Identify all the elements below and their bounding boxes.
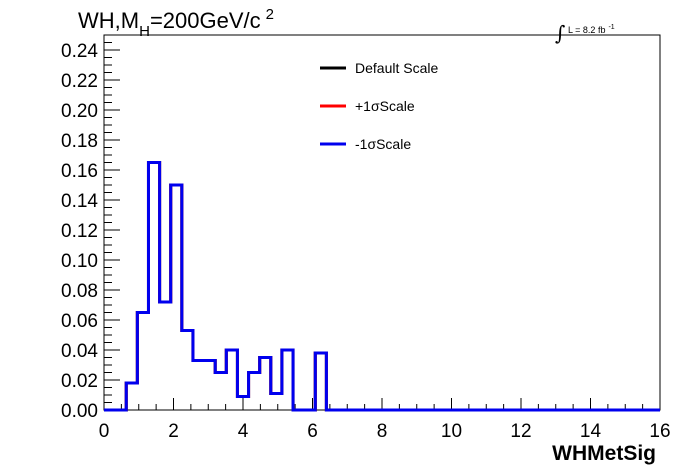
x-tick-label: 8 [377,421,388,442]
lumi-superscript: -1 [608,24,614,31]
y-tick-label: 0.24 [61,41,98,62]
y-tick-label: 0.14 [61,191,98,212]
title-rest: =200GeV/c [150,8,261,33]
x-axis-label: WHMetSig [552,442,656,465]
axes: 0 2 4 6 8 10 12 14 16 0.00 0.02 0.04 0.06 0.08 0.10 0.1… [61,34,671,442]
chart-title: WH,MH=200GeV/c 2 [78,6,274,40]
y-tick-label: 0.22 [61,71,98,92]
legend-label-2: -1σScale [355,136,411,152]
y-tick-label: 0.08 [61,281,98,302]
lumi-integral: ∫ [555,21,565,45]
x-tick-label: 2 [168,421,179,442]
y-tick-label: 0.02 [61,371,98,392]
title-subscript: H [139,23,150,40]
series-line-2 [104,161,660,412]
title-superscript: 2 [266,6,274,23]
y-tick-label: 0.18 [61,131,98,152]
histogram-series [104,161,660,412]
legend-label-1: +1σScale [355,98,415,114]
x-tick-label: 12 [510,421,531,442]
y-tick-label: 0.06 [61,311,98,332]
y-tick-label: 0.04 [61,341,98,362]
legend: Default Scale +1σScale -1σScale [320,60,438,152]
x-tick-label: 4 [238,421,249,442]
lumi-text: L = 8.2 fb [568,25,605,35]
x-tick-label: 0 [99,421,110,442]
title-main: WH,M [78,8,139,33]
x-tick-label: 16 [649,421,670,442]
y-tick-label: 0.10 [61,251,98,272]
x-tick-label: 10 [441,421,462,442]
legend-label-0: Default Scale [355,60,438,76]
lumi-label: L = 8.2 fb -1 [568,24,615,35]
x-tick-label: 14 [580,421,602,442]
y-tick-label: 0.00 [61,401,98,422]
y-tick-label: 0.12 [61,221,98,242]
y-tick-label: 0.16 [61,161,98,182]
y-tick-label: 0.20 [61,101,98,122]
x-tick-label: 6 [307,421,318,442]
